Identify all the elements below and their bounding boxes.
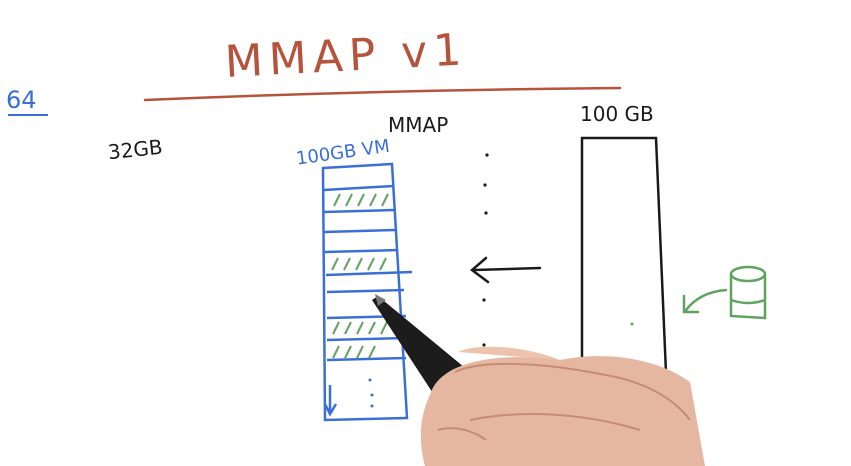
vm-page-hatch-1: [333, 193, 389, 207]
title: MMAP v1: [224, 24, 469, 88]
dotted-divider: [482, 153, 489, 347]
title-underline: [143, 86, 622, 102]
mmap-label: MMAP: [388, 113, 448, 137]
disk-dot: [630, 322, 634, 326]
vm-page-hatch-2: [331, 257, 387, 271]
disk-label: 100 GB: [580, 102, 654, 126]
arrow-left-icon: [470, 256, 542, 284]
ram-label: 32GB: [107, 135, 164, 165]
vm-page-hatch-4: [332, 345, 376, 359]
hand-icon: [420, 346, 705, 466]
vm-column: [321, 162, 413, 422]
vm-dots: [368, 378, 374, 408]
left-note: 64: [6, 86, 37, 114]
vm-page-hatch-3: [332, 321, 388, 335]
database-arrow: [682, 288, 728, 314]
database-icon: [729, 265, 767, 320]
